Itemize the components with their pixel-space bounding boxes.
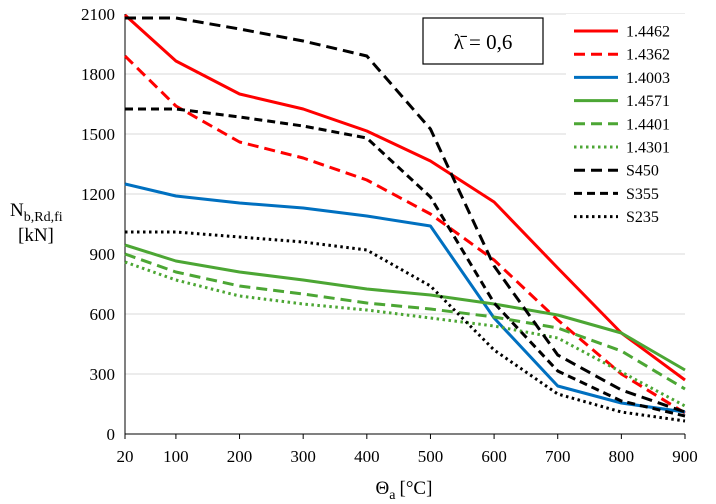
legend-label-1.4571: 1.4571	[626, 93, 670, 110]
y-tick-label: 2100	[81, 5, 115, 24]
annotation-box	[422, 17, 544, 65]
series-line-S235	[125, 230, 686, 423]
legend-label-1.4301: 1.4301	[626, 140, 670, 157]
x-tick-label: 200	[227, 447, 253, 466]
legend-label-1.4003: 1.4003	[626, 70, 670, 87]
y-tick-label: 0	[107, 425, 116, 444]
series-line-1.4362	[123, 54, 686, 415]
y-axis-label-unit: [kN]	[18, 225, 54, 246]
legend-label-S355: S355	[626, 186, 659, 203]
y-tick-label: 1500	[81, 125, 115, 144]
legend-label-1.4462: 1.4462	[626, 24, 670, 41]
x-axis-label: Θa [°C]	[376, 478, 433, 503]
series-line-1.4571	[124, 243, 686, 372]
legend-label-S235: S235	[626, 209, 659, 226]
y-tick-label: 1800	[81, 65, 115, 84]
x-axis-label-main: Θ	[376, 478, 390, 499]
x-tick-labels: 20 100 200 300 400 500 600 700 800 900	[117, 447, 698, 466]
y-tick-label: 1200	[81, 185, 115, 204]
y-tick-label: 300	[90, 365, 116, 384]
x-tick-label: 20	[117, 447, 134, 466]
axes	[124, 14, 686, 439]
y-axis-label: Nb,Rd,fi [kN]	[10, 200, 63, 246]
svg-text:Nb,Rd,fi: Nb,Rd,fi	[10, 200, 63, 225]
x-tick-label: 800	[609, 447, 635, 466]
x-tick-label: 400	[354, 447, 380, 466]
y-tick-labels: 0 300 600 900 1200 1500 1800 2100	[81, 5, 115, 444]
y-tick-label: 900	[90, 245, 116, 264]
legend-background	[566, 14, 685, 220]
x-tick-label: 300	[290, 447, 316, 466]
legend-label-S450: S450	[626, 163, 659, 180]
x-axis-label-sub: a	[389, 488, 396, 503]
lambda-annotation: λ̄ = 0,6	[422, 17, 544, 65]
series-line-1.4462	[123, 13, 686, 382]
legend-label-1.4362: 1.4362	[626, 47, 670, 64]
x-tick-label: 100	[163, 447, 189, 466]
series-line-S450	[125, 16, 686, 414]
x-tick-label: 600	[481, 447, 507, 466]
legend: 1.4462 1.4362 1.4003 1.4571 1.4401 1.4301 S450…	[566, 14, 685, 226]
series-lines	[123, 13, 686, 423]
legend-label-1.4401: 1.4401	[626, 116, 670, 133]
series-line-S355	[125, 107, 686, 418]
series-line-1.4003	[124, 182, 686, 414]
y-axis-label-main: N	[10, 200, 24, 221]
x-tick-label: 900	[672, 447, 698, 466]
y-axis-label-sub: b,Rd,fi	[24, 210, 63, 225]
series-line-1.4401	[124, 252, 686, 391]
annotation-text: λ̄ = 0,6	[454, 30, 513, 54]
x-tick-label: 700	[545, 447, 571, 466]
x-tick-label: 500	[418, 447, 444, 466]
x-axis-label-unit: [°C]	[400, 478, 433, 499]
y-tick-label: 600	[90, 305, 116, 324]
